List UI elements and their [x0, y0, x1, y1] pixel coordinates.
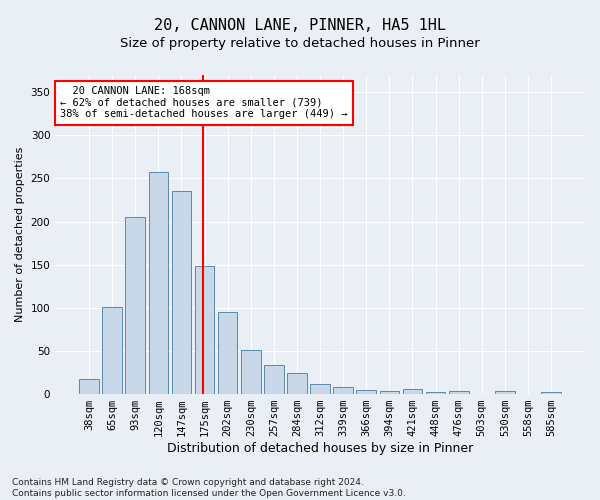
- Bar: [356, 390, 376, 394]
- Text: Contains HM Land Registry data © Crown copyright and database right 2024.
Contai: Contains HM Land Registry data © Crown c…: [12, 478, 406, 498]
- X-axis label: Distribution of detached houses by size in Pinner: Distribution of detached houses by size …: [167, 442, 473, 455]
- Bar: [149, 172, 168, 394]
- Bar: [310, 384, 330, 394]
- Bar: [125, 218, 145, 394]
- Bar: [426, 392, 445, 394]
- Bar: [79, 378, 99, 394]
- Bar: [172, 192, 191, 394]
- Bar: [195, 266, 214, 394]
- Bar: [334, 387, 353, 394]
- Text: 20 CANNON LANE: 168sqm
← 62% of detached houses are smaller (739)
38% of semi-de: 20 CANNON LANE: 168sqm ← 62% of detached…: [61, 86, 348, 120]
- Bar: [495, 392, 515, 394]
- Bar: [449, 392, 469, 394]
- Bar: [103, 307, 122, 394]
- Text: 20, CANNON LANE, PINNER, HA5 1HL: 20, CANNON LANE, PINNER, HA5 1HL: [154, 18, 446, 32]
- Bar: [264, 365, 284, 394]
- Bar: [241, 350, 260, 394]
- Bar: [541, 392, 561, 394]
- Bar: [287, 372, 307, 394]
- Bar: [403, 389, 422, 394]
- Bar: [218, 312, 238, 394]
- Text: Size of property relative to detached houses in Pinner: Size of property relative to detached ho…: [120, 38, 480, 51]
- Bar: [380, 390, 399, 394]
- Y-axis label: Number of detached properties: Number of detached properties: [15, 147, 25, 322]
